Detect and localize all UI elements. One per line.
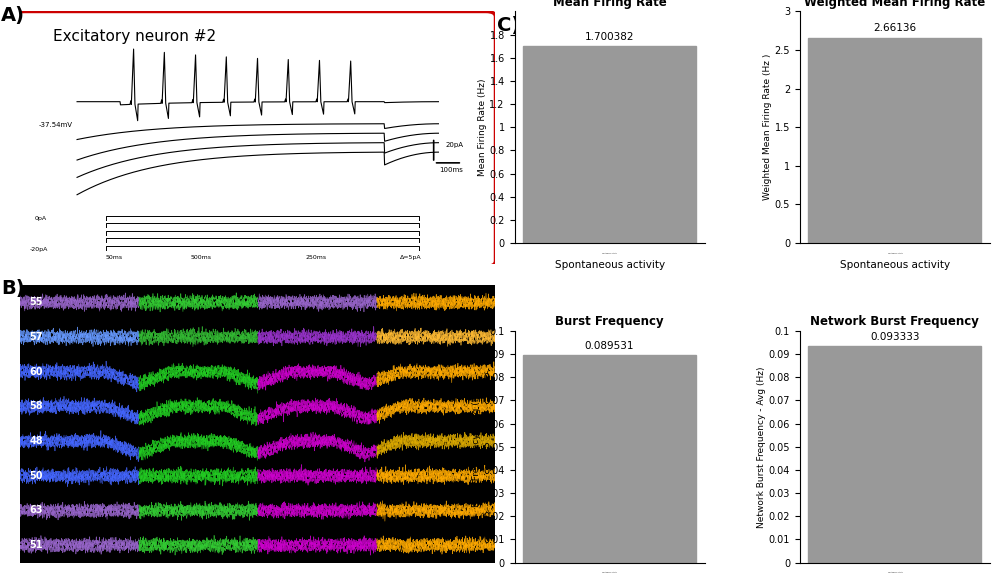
- Title: Mean Firing Rate: Mean Firing Rate: [553, 0, 666, 9]
- Bar: [523, 46, 696, 243]
- Text: 0.093333: 0.093333: [870, 332, 920, 342]
- Text: 60: 60: [30, 367, 43, 377]
- Title: Network Burst Frequency: Network Burst Frequency: [810, 316, 979, 328]
- Text: 1.700382: 1.700382: [585, 32, 634, 41]
- Text: -20pA: -20pA: [30, 247, 48, 251]
- Text: 50: 50: [30, 471, 43, 481]
- Text: Δ=5pA: Δ=5pA: [400, 255, 422, 260]
- Text: 51: 51: [30, 540, 43, 550]
- Text: 0pA: 0pA: [34, 216, 46, 222]
- Title: Weighted Mean Firing Rate: Weighted Mean Firing Rate: [804, 0, 986, 9]
- Text: C): C): [497, 16, 520, 36]
- Text: 50ms: 50ms: [106, 255, 123, 260]
- X-axis label: Spontaneous activity: Spontaneous activity: [840, 259, 950, 270]
- Text: 2.66136: 2.66136: [873, 23, 916, 33]
- Text: 20pA: 20pA: [446, 142, 464, 148]
- Text: 500ms: 500ms: [190, 255, 211, 260]
- Y-axis label: Network Burst Frequency - Avg (Hz): Network Burst Frequency - Avg (Hz): [757, 366, 766, 528]
- Y-axis label: Weighted Mean Firing Rate (Hz ): Weighted Mean Firing Rate (Hz ): [763, 54, 772, 200]
- FancyBboxPatch shape: [15, 11, 495, 266]
- Text: 100ms: 100ms: [439, 168, 463, 173]
- Text: 0.089531: 0.089531: [585, 340, 634, 351]
- Text: 57: 57: [30, 332, 43, 342]
- Text: 63: 63: [30, 506, 43, 515]
- Bar: [808, 38, 981, 243]
- Text: Excitatory neuron #2: Excitatory neuron #2: [53, 29, 216, 44]
- Text: 48: 48: [30, 436, 43, 446]
- Title: Burst Frequency: Burst Frequency: [555, 316, 664, 328]
- Text: 58: 58: [30, 401, 43, 412]
- Y-axis label: Mean Firing Rate (Hz): Mean Firing Rate (Hz): [478, 79, 487, 176]
- Text: -37.54mV: -37.54mV: [39, 122, 73, 128]
- Y-axis label: Burst Frequency - Avg (Hz): Burst Frequency - Avg (Hz): [472, 386, 481, 507]
- Text: A): A): [1, 6, 25, 25]
- Text: 250ms: 250ms: [305, 255, 326, 260]
- Text: 55: 55: [30, 297, 43, 307]
- Text: B): B): [1, 280, 25, 298]
- Bar: [523, 355, 696, 563]
- X-axis label: Spontaneous activity: Spontaneous activity: [555, 259, 665, 270]
